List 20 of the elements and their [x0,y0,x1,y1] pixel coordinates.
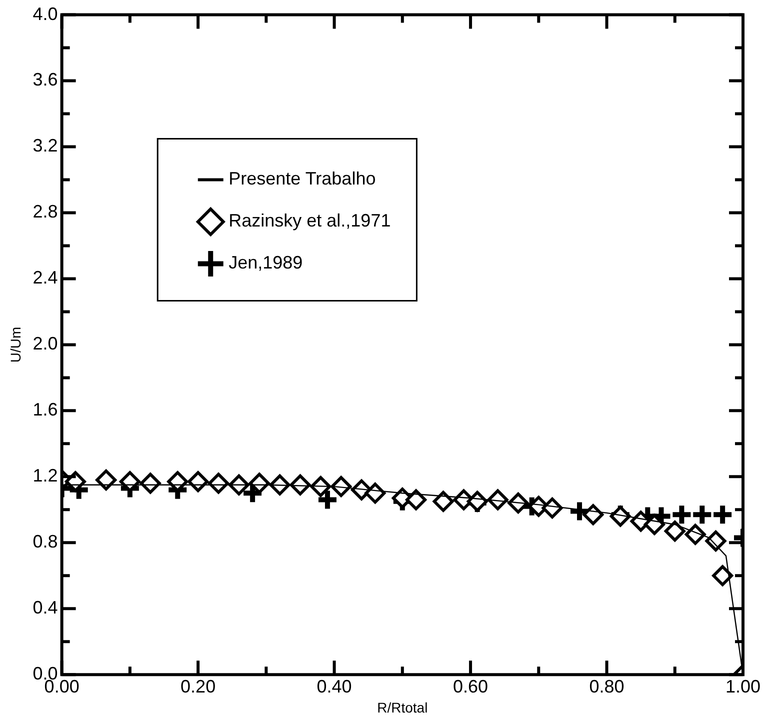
x-tick-label: 0.80 [589,676,624,696]
x-axis-title: R/Rtotal [377,699,428,716]
y-tick-label: 3.2 [32,136,58,156]
y-tick-label: 2.8 [32,202,58,222]
y-tick-label: 4.0 [32,4,58,24]
y-tick-label: 1.2 [32,466,58,486]
y-tick-label: 0.4 [32,598,58,618]
y-tick-label: 2.4 [32,268,58,288]
y-tick-label: 0.8 [32,532,58,552]
y-tick-label: 1.6 [32,400,58,420]
legend-label: Jen,1989 [228,252,303,273]
x-tick-label: 0.60 [453,676,488,696]
y-axis-title: U/Um [7,326,24,363]
legend-label: Razinsky et al.,1971 [228,210,391,231]
x-tick-label: 1.00 [725,676,761,696]
y-tick-label: 2.0 [32,334,58,354]
x-tick-label: 0.20 [180,676,216,696]
x-tick-label: 0.40 [316,676,352,696]
legend-label: Presente Trabalho [228,168,376,189]
y-tick-label: 3.6 [32,70,58,90]
